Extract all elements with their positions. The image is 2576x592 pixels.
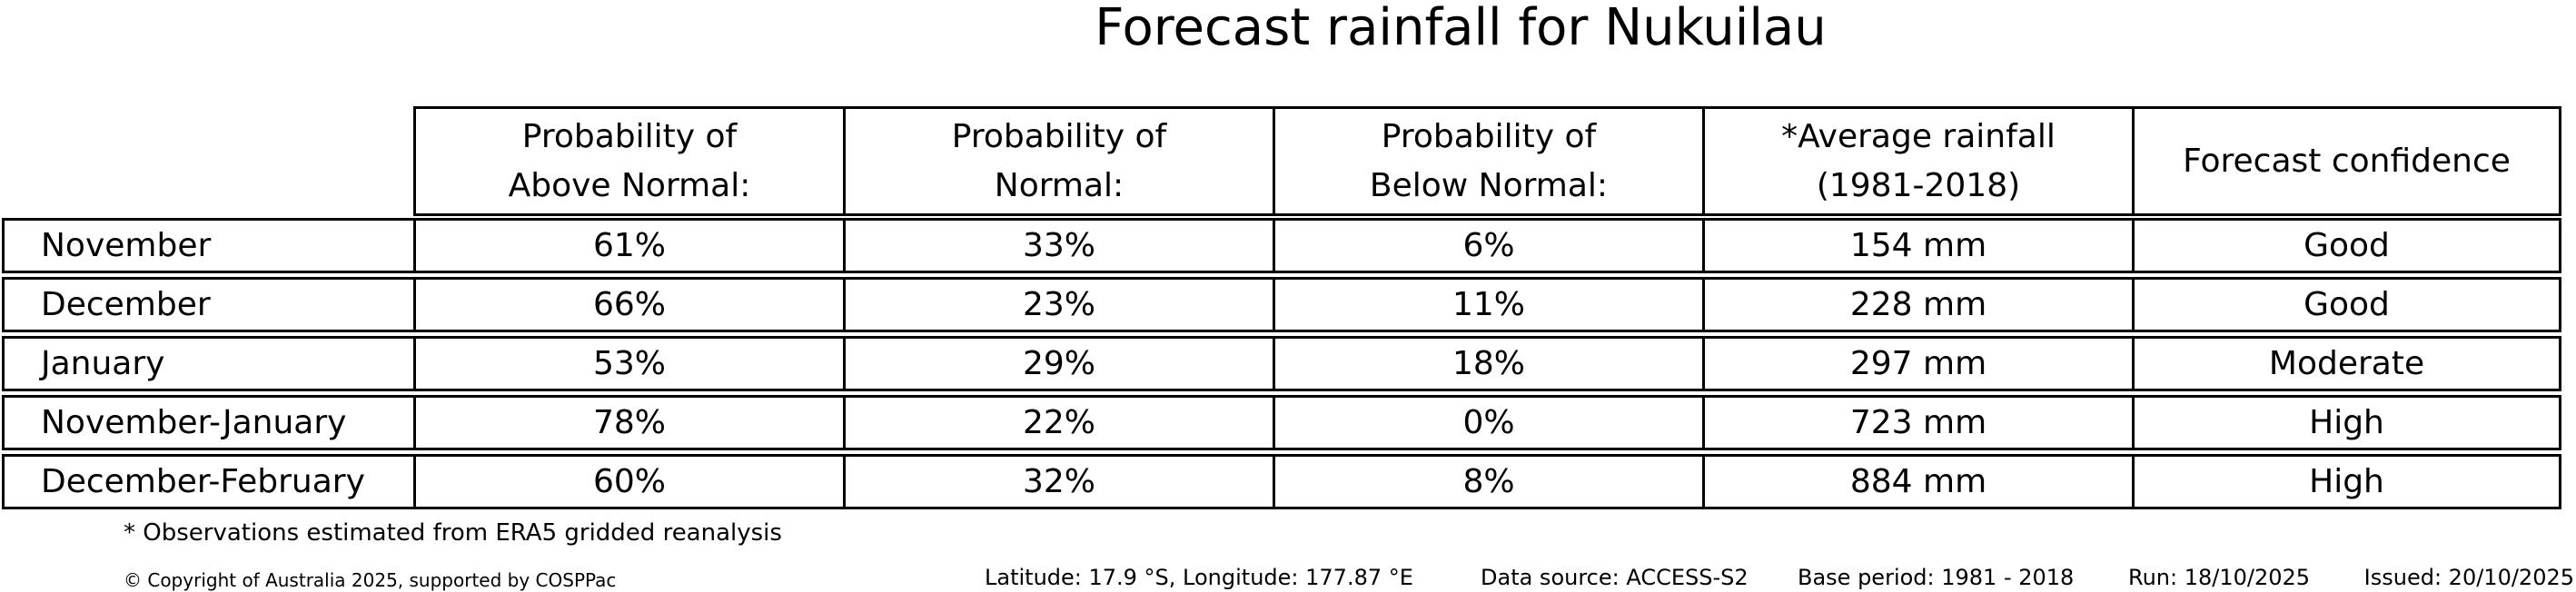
cell-average-rainfall: 154 mm bbox=[1702, 221, 2132, 271]
cell-average-rainfall: 884 mm bbox=[1702, 457, 2132, 507]
header-below-normal: Probability of Below Normal: bbox=[1273, 109, 1702, 213]
header-above-normal: Probability of Above Normal: bbox=[508, 117, 751, 204]
cell-period: November bbox=[41, 227, 212, 264]
cell-period: December-February bbox=[41, 463, 365, 500]
rainfall-forecast-table: Probability of Above Normal: Probability… bbox=[2, 106, 2561, 509]
header-normal: Probability of Normal: bbox=[843, 109, 1273, 213]
cell-normal: 29% bbox=[843, 339, 1273, 389]
cell-period: January bbox=[41, 345, 165, 382]
header-average-rainfall: *Average rainfall (1981-2018) bbox=[1702, 109, 2132, 213]
cell-normal: 32% bbox=[843, 457, 1273, 507]
table-row-november-january: November-January 78% 22% 0% 723 mm High bbox=[2, 395, 2561, 450]
era5-footnote: * Observations estimated from ERA5 gridd… bbox=[124, 519, 782, 547]
cell-below-normal: 18% bbox=[1273, 339, 1702, 389]
table-row-january: January 53% 29% 18% 297 mm Moderate bbox=[2, 336, 2561, 391]
copyright-text: © Copyright of Australia 2025, supported… bbox=[124, 569, 617, 591]
cell-average-rainfall: 228 mm bbox=[1702, 280, 2132, 330]
cell-above-normal: 53% bbox=[413, 339, 843, 389]
cell-normal: 22% bbox=[843, 398, 1273, 448]
cell-average-rainfall: 723 mm bbox=[1702, 398, 2132, 448]
run-date-text: Run: 18/10/2025 bbox=[2128, 565, 2311, 590]
cell-confidence: High bbox=[2132, 398, 2559, 448]
header-forecast-confidence: Forecast confidence bbox=[2132, 109, 2559, 213]
location-text: Latitude: 17.9 °S, Longitude: 177.87 °E bbox=[985, 565, 1413, 590]
cell-below-normal: 0% bbox=[1273, 398, 1702, 448]
cell-above-normal: 60% bbox=[413, 457, 843, 507]
cell-confidence: Good bbox=[2132, 221, 2559, 271]
cell-above-normal: 78% bbox=[413, 398, 843, 448]
cell-average-rainfall: 297 mm bbox=[1702, 339, 2132, 389]
cell-below-normal: 11% bbox=[1273, 280, 1702, 330]
issued-date-text: Issued: 20/10/2025 bbox=[2363, 565, 2574, 590]
page-title: Forecast rainfall for Nukuilau bbox=[1095, 0, 1827, 57]
cell-normal: 23% bbox=[843, 280, 1273, 330]
cell-above-normal: 66% bbox=[413, 280, 843, 330]
table-row-december: December 66% 23% 11% 228 mm Good bbox=[2, 277, 2561, 332]
cell-confidence: High bbox=[2132, 457, 2559, 507]
base-period-text: Base period: 1981 - 2018 bbox=[1798, 565, 2075, 590]
cell-above-normal: 61% bbox=[413, 221, 843, 271]
cell-normal: 33% bbox=[843, 221, 1273, 271]
table-row-november: November 61% 33% 6% 154 mm Good bbox=[2, 218, 2561, 273]
table-row-december-february: December-February 60% 32% 8% 884 mm High bbox=[2, 454, 2561, 509]
table-header-row: Probability of Above Normal: Probability… bbox=[413, 106, 2561, 216]
cell-confidence: Moderate bbox=[2132, 339, 2559, 389]
cell-period: November-January bbox=[41, 404, 347, 441]
cell-period: December bbox=[41, 286, 211, 323]
cell-below-normal: 6% bbox=[1273, 221, 1702, 271]
data-source-text: Data source: ACCESS-S2 bbox=[1481, 565, 1749, 590]
cell-confidence: Good bbox=[2132, 280, 2559, 330]
cell-below-normal: 8% bbox=[1273, 457, 1702, 507]
